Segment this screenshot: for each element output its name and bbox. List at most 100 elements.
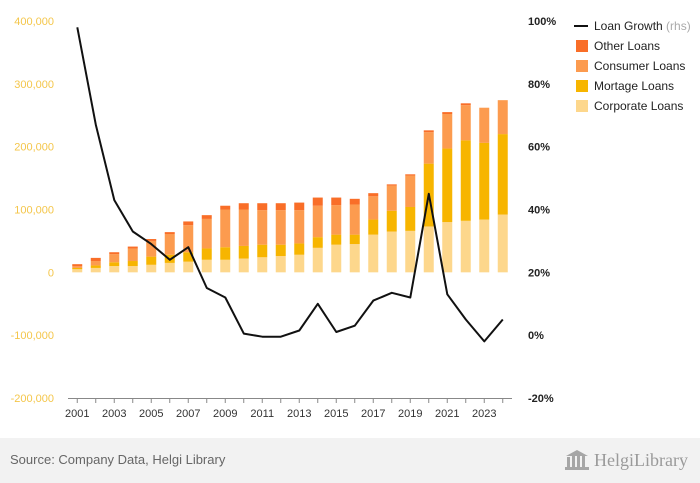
bar-other-loans-2022: [460, 103, 471, 106]
legend-label-rhs-suffix: (rhs): [666, 19, 691, 33]
y-left-tick-label-2: 0: [48, 267, 54, 279]
bar-mortage-loans-2011: [257, 244, 268, 258]
bar-corporate-loans-2010: [238, 258, 249, 273]
bar-other-loans-2006: [164, 232, 175, 235]
loan-growth-line: [76, 27, 504, 343]
legend: Loan Growth (rhs) Other Loans Consumer Loa…: [574, 19, 691, 113]
bar-consumer-loans-2017: [368, 196, 379, 220]
bar-mortage-loans-2022: [460, 140, 471, 221]
bar-consumer-loans-2001: [72, 266, 83, 268]
bar-consumer-loans-2003: [109, 254, 120, 263]
bar-other-loans-2004: [127, 246, 138, 249]
helgi-library-logo: HelgiLibrary: [564, 446, 688, 474]
bar-other-loans-2013: [294, 202, 305, 211]
bar-corporate-loans-2007: [183, 261, 194, 273]
library-building-icon: [565, 450, 590, 470]
bar-other-loans-2017: [368, 193, 379, 197]
y-right-tick-label-2: 20%: [528, 267, 550, 279]
axis-layer: 2001 2003 2005 2007 2009 2011 2013 2015 2017 2019…: [11, 16, 557, 420]
x-tick-label-2001: 2001: [65, 408, 89, 420]
x-tick-label-2019: 2019: [398, 408, 422, 420]
x-tick-label-2009: 2009: [213, 408, 237, 420]
bar-corporate-loans-2002: [90, 267, 101, 273]
legend-swatch-mortage-loans: [576, 80, 588, 92]
legend-label-loan-growth: Loan Growth (rhs): [594, 19, 691, 33]
bar-other-loans-2015: [331, 197, 342, 206]
legend-label-consumer-loans: Consumer Loans: [594, 59, 685, 73]
y-right-tick-label-1: 0%: [528, 330, 544, 342]
bar-consumer-loans-2016: [349, 204, 360, 235]
bar-corporate-loans-2016: [349, 244, 360, 273]
bar-mortage-loans-2021: [442, 148, 453, 223]
bar-consumer-loans-2005: [146, 240, 157, 257]
bar-consumer-loans-2024: [497, 100, 508, 135]
x-tick-label-2015: 2015: [324, 408, 348, 420]
bar-other-loans-2016: [349, 198, 360, 205]
bar-consumer-loans-2012: [275, 210, 286, 245]
legend-swatch-consumer-loans: [576, 60, 588, 72]
bar-consumer-loans-2006: [164, 234, 175, 255]
bar-mortage-loans-2019: [405, 206, 416, 231]
x-tick-label-2005: 2005: [139, 408, 163, 420]
bar-corporate-loans-2011: [257, 257, 268, 273]
bar-consumer-loans-2002: [90, 261, 101, 266]
chart-canvas: 2001 2003 2005 2007 2009 2011 2013 2015 2017 2019…: [11, 16, 691, 420]
bar-mortage-loans-2023: [479, 142, 490, 220]
bar-corporate-loans-2021: [442, 222, 453, 273]
legend-label-mortage-loans: Mortage Loans: [594, 79, 674, 93]
bar-mortage-loans-2024: [497, 134, 508, 215]
bar-corporate-loans-2003: [109, 266, 120, 273]
bar-corporate-loans-2012: [275, 255, 286, 273]
y-left-tick-label-3: 100,000: [14, 205, 54, 217]
y-right-tick-label-0: -20%: [528, 393, 554, 405]
bar-mortage-loans-2008: [201, 248, 212, 260]
bar-other-loans-2011: [257, 203, 268, 211]
legend-swatch-other-loans: [576, 40, 588, 52]
bar-corporate-loans-2004: [127, 266, 138, 273]
bar-consumer-loans-2011: [257, 210, 268, 245]
bar-consumer-loans-2013: [294, 210, 305, 244]
bar-mortage-loans-2015: [331, 234, 342, 245]
y-left-tick-label-4: 200,000: [14, 142, 54, 154]
bar-mortage-loans-2009: [220, 247, 231, 260]
x-tick-label-2011: 2011: [250, 408, 274, 420]
bar-other-loans-2002: [90, 257, 101, 262]
bar-consumer-loans-2015: [331, 205, 342, 235]
x-tick-label-2007: 2007: [176, 408, 200, 420]
bar-corporate-loans-2020: [423, 226, 434, 273]
bar-mortage-loans-2018: [386, 210, 397, 232]
bar-consumer-loans-2010: [238, 209, 249, 246]
bar-other-loans-2009: [220, 205, 231, 210]
y-left-tick-label-1: -100,000: [11, 330, 54, 342]
footer-bar: Source: Company Data, Helgi Library Helg…: [0, 438, 700, 483]
bar-mortage-loans-2003: [109, 262, 120, 267]
bar-other-loans-2014: [312, 197, 323, 206]
bar-consumer-loans-2004: [127, 248, 138, 262]
bar-consumer-loans-2023: [479, 107, 490, 143]
legend-swatch-corporate-loans: [576, 100, 588, 112]
bars-layer: [72, 100, 508, 273]
bar-mortage-loans-2013: [294, 243, 305, 255]
line-layer: [76, 27, 504, 343]
bar-other-loans-2018: [386, 184, 397, 186]
bar-mortage-loans-2016: [349, 234, 360, 245]
bar-corporate-loans-2024: [497, 214, 508, 273]
bar-corporate-loans-2018: [386, 231, 397, 273]
bar-corporate-loans-2006: [164, 262, 175, 273]
y-right-tick-label-3: 40%: [528, 205, 550, 217]
bar-corporate-loans-2014: [312, 247, 323, 273]
y-right-tick-label-4: 60%: [528, 142, 550, 154]
bar-corporate-loans-2022: [460, 220, 471, 273]
source-text: Source: Company Data, Helgi Library: [10, 452, 226, 467]
y-left-tick-label-6: 400,000: [14, 16, 54, 28]
y-left-tick-label-5: 300,000: [14, 79, 54, 91]
bar-consumer-loans-2020: [423, 132, 434, 164]
bar-other-loans-2020: [423, 130, 434, 133]
bar-other-loans-2019: [405, 174, 416, 176]
bar-consumer-loans-2022: [460, 105, 471, 141]
x-tick-label-2017: 2017: [361, 408, 385, 420]
bar-mortage-loans-2007: [183, 252, 194, 262]
bar-corporate-loans-2015: [331, 244, 342, 273]
bar-other-loans-2021: [442, 112, 453, 114]
